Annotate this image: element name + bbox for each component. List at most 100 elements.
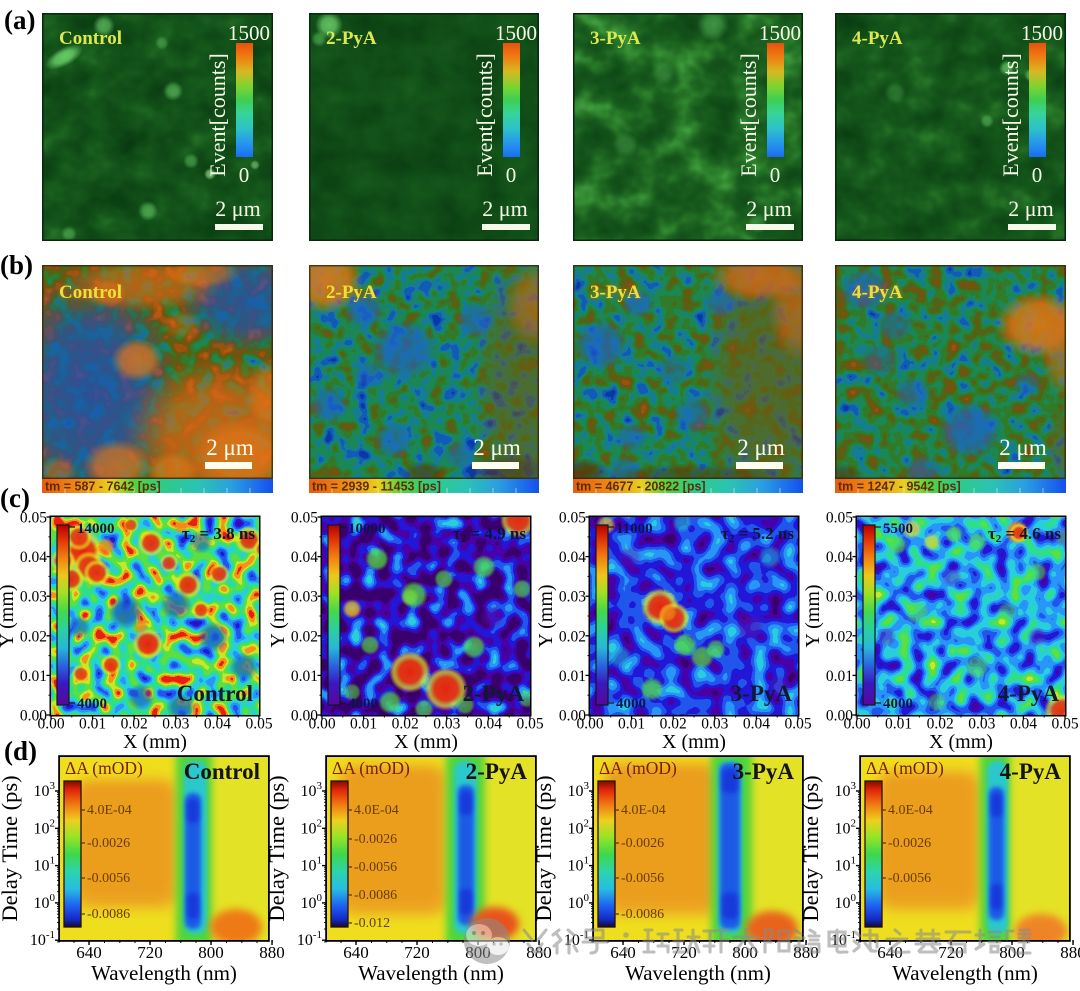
svg-text:0.02: 0.02	[20, 628, 47, 645]
svg-text:Delay Time (ps): Delay Time (ps)	[0, 775, 22, 921]
svg-text:0.00: 0.00	[291, 708, 318, 725]
svg-text:0.03: 0.03	[20, 589, 47, 606]
svg-text:-0.0056: -0.0056	[888, 871, 931, 886]
svg-text:X (mm): X (mm)	[123, 731, 187, 753]
svg-text:4.0E-04: 4.0E-04	[354, 803, 399, 818]
svg-text:1500: 1500	[495, 21, 537, 45]
svg-text:0.00: 0.00	[308, 716, 335, 733]
svg-text:0.00: 0.00	[826, 708, 853, 725]
svg-text:0: 0	[506, 163, 517, 187]
svg-text:10000: 10000	[348, 521, 386, 537]
svg-text:0.05: 0.05	[291, 510, 318, 527]
svg-text:2-PyA: 2-PyA	[326, 282, 377, 303]
svg-text:0: 0	[770, 163, 781, 187]
svg-text:Event[counts]: Event[counts]	[736, 53, 761, 176]
svg-text:Wavelength (nm): Wavelength (nm)	[358, 961, 504, 985]
svg-text:0.02: 0.02	[927, 716, 954, 733]
svg-text:0.04: 0.04	[826, 549, 853, 566]
svg-text:2 μm: 2 μm	[473, 435, 521, 460]
svg-text:0.01: 0.01	[350, 716, 377, 733]
svg-text:0.05: 0.05	[245, 716, 272, 733]
svg-text:Control: Control	[177, 681, 253, 706]
svg-text:0.03: 0.03	[559, 589, 586, 606]
svg-text:-0.0086: -0.0086	[87, 907, 130, 922]
svg-text:0.04: 0.04	[20, 549, 47, 566]
svg-text:3-PyA: 3-PyA	[590, 282, 641, 303]
svg-text:14000: 14000	[77, 521, 115, 537]
svg-text:4000: 4000	[616, 696, 646, 712]
svg-text:0.04: 0.04	[475, 716, 502, 733]
svg-text:0.03: 0.03	[826, 589, 853, 606]
svg-text:0.05: 0.05	[20, 510, 47, 527]
svg-text:0.00: 0.00	[559, 708, 586, 725]
svg-text:2 μm: 2 μm	[482, 196, 527, 221]
svg-text:0.04: 0.04	[559, 549, 586, 566]
svg-text:tm = 2939 - 11453 [ps]: tm = 2939 - 11453 [ps]	[312, 480, 441, 494]
svg-text:τ2 = 5.2 ns: τ2 = 5.2 ns	[721, 524, 794, 545]
svg-text:640: 640	[610, 943, 636, 962]
svg-text:2 μm: 2 μm	[215, 196, 260, 221]
svg-text:Y (mm): Y (mm)	[267, 584, 289, 647]
svg-text:4.0E-04: 4.0E-04	[621, 803, 666, 818]
svg-text:0.01: 0.01	[20, 668, 47, 685]
svg-text:ΔA (mOD): ΔA (mOD)	[332, 758, 410, 778]
svg-text:-0.0086: -0.0086	[354, 888, 397, 903]
svg-text:11000: 11000	[616, 521, 653, 537]
svg-text:(b): (b)	[0, 250, 33, 280]
svg-text:0: 0	[1032, 163, 1043, 187]
svg-text:0.02: 0.02	[559, 628, 586, 645]
svg-text:640: 640	[76, 943, 102, 962]
svg-text:2-PyA: 2-PyA	[466, 759, 528, 784]
svg-text:3-PyA: 3-PyA	[590, 282, 641, 303]
svg-text:Y (mm): Y (mm)	[802, 584, 824, 647]
svg-text:4.0E-04: 4.0E-04	[888, 803, 933, 818]
svg-text:3-PyA: 3-PyA	[733, 759, 795, 784]
svg-text:0.00: 0.00	[576, 716, 603, 733]
svg-text:720: 720	[137, 943, 163, 962]
svg-text:0.00: 0.00	[20, 708, 47, 725]
svg-text:0.05: 0.05	[1051, 716, 1078, 733]
svg-text:-0.0026: -0.0026	[888, 836, 931, 851]
svg-text:Event[counts]: Event[counts]	[205, 53, 230, 176]
svg-text:0.03: 0.03	[291, 589, 318, 606]
svg-text:Event[counts]: Event[counts]	[998, 53, 1023, 176]
svg-text:(d): (d)	[4, 736, 37, 766]
svg-text:4.0E-04: 4.0E-04	[87, 803, 132, 818]
svg-text:Control: Control	[59, 282, 122, 303]
svg-text:0.03: 0.03	[162, 716, 189, 733]
svg-text:0.04: 0.04	[1010, 716, 1037, 733]
svg-text:Control: Control	[184, 759, 260, 784]
svg-text:Control: Control	[59, 282, 122, 303]
svg-text:ΔA (mOD): ΔA (mOD)	[65, 758, 143, 778]
svg-text:0.02: 0.02	[121, 716, 148, 733]
svg-text:640: 640	[343, 943, 369, 962]
svg-text:τ2 = 3.8 ns: τ2 = 3.8 ns	[182, 524, 255, 545]
svg-text:τ2 = 4.6 ns: τ2 = 4.6 ns	[988, 524, 1061, 545]
svg-text:3-PyA: 3-PyA	[731, 681, 793, 706]
svg-text:tm = 587 - 7642 [ps]: tm = 587 - 7642 [ps]	[45, 480, 161, 494]
svg-text:ΔA (mOD): ΔA (mOD)	[866, 758, 944, 778]
svg-text:0.01: 0.01	[291, 668, 318, 685]
svg-text:(a): (a)	[4, 5, 35, 35]
svg-text:0.05: 0.05	[516, 716, 543, 733]
svg-text:-0.0026: -0.0026	[621, 836, 664, 851]
svg-text:-0.0026: -0.0026	[87, 836, 130, 851]
svg-text:0.03: 0.03	[701, 716, 728, 733]
svg-text:0: 0	[239, 163, 250, 187]
svg-text:0.02: 0.02	[291, 628, 318, 645]
svg-text:2-PyA: 2-PyA	[463, 681, 525, 706]
svg-text:0.05: 0.05	[559, 510, 586, 527]
svg-text:800: 800	[198, 943, 224, 962]
svg-text:0.02: 0.02	[660, 716, 687, 733]
svg-text:720: 720	[404, 943, 430, 962]
svg-text:Y (mm): Y (mm)	[535, 584, 557, 647]
svg-text:0.03: 0.03	[433, 716, 460, 733]
svg-text:-0.0026: -0.0026	[354, 832, 397, 847]
svg-text:0.02: 0.02	[392, 716, 419, 733]
svg-text:0.05: 0.05	[826, 510, 853, 527]
svg-text:tm = 1247 - 9542 [ps]: tm = 1247 - 9542 [ps]	[838, 480, 961, 494]
svg-text:1500: 1500	[759, 21, 801, 45]
svg-text:0.01: 0.01	[885, 716, 912, 733]
svg-text:0.04: 0.04	[743, 716, 770, 733]
svg-text:X (mm): X (mm)	[394, 731, 458, 753]
